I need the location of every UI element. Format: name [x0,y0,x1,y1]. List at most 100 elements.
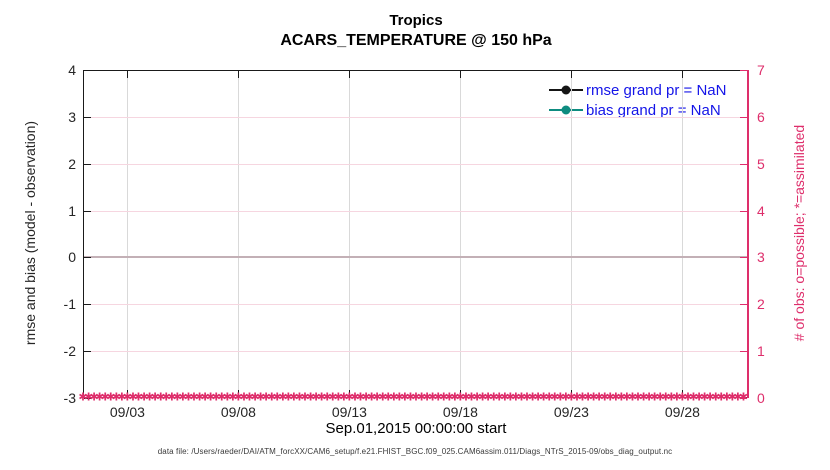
obs-count-marker: ✱ [677,391,687,404]
left-tick [84,398,91,399]
obs-count-marker: ✱ [128,391,138,404]
x-tick-bottom [682,390,684,398]
x-tick-bottom [127,390,129,398]
obs-count-marker: ✱ [405,391,416,404]
y-gridline [84,304,748,306]
obs-count-marker: ✱ [627,391,638,404]
obs-count-marker: ✱ [283,391,293,404]
plot-right-spine [747,70,749,398]
left-tick [84,163,91,165]
left-tick-label: 4 [68,62,76,78]
obs-count-marker: ✱ [527,391,538,404]
chart-title: ACARS_TEMPERATURE @ 150 hPa [280,32,552,49]
right-tick [740,70,747,71]
obs-count-marker: ✱ [106,391,116,404]
right-tick [740,116,747,118]
obs-count-marker: ✱ [78,391,88,404]
obs-count-marker: ✱ [83,391,94,404]
left-tick-label: 3 [68,108,76,125]
x-tick-top [349,71,351,78]
obs-count-marker: ✱ [272,391,282,404]
left-tick-label: 2 [68,155,76,172]
obs-count-marker: ✱ [733,391,743,404]
obs-count-marker: ✱ [150,391,160,404]
obs-count-marker: ✱ [311,391,321,404]
obs-count-marker: ✱ [261,391,271,404]
obs-count-marker: ✱ [161,391,171,404]
obs-count-marker: ✱ [194,391,205,404]
obs-count-marker: ✱ [616,391,626,404]
obs-count-marker: ✱ [466,391,477,404]
chart-subtitle-region: Tropics [389,12,443,29]
obs-count-marker: ✱ [550,391,560,404]
obs-count-marker: ✱ [217,391,227,404]
right-tick [740,163,747,165]
obs-count-marker: ✱ [672,391,682,404]
obs-count-marker: ✱ [300,391,310,404]
x-tick-bottom [460,390,462,398]
obs-count-marker: ✱ [633,391,643,404]
obs-count-marker: ✱ [477,391,488,404]
x-gridline [127,71,129,397]
x-axis-label: Sep.01,2015 00:00:00 start [325,420,507,437]
obs-count-marker: ✱ [666,391,676,404]
x-tick-label: 09/18 [442,404,478,420]
x-tick-label: 09/03 [109,404,145,420]
left-tick-label: 1 [68,202,76,219]
obs-count-marker: ✱ [699,391,710,404]
x-gridline [682,71,684,397]
obs-count-marker: ✱ [355,391,366,404]
obs-count-marker: ✱ [661,391,671,404]
bias-line-sample [549,105,583,115]
obs-count-marker: ✱ [244,391,255,404]
right-tick-label: 4 [757,202,765,219]
obs-count-marker: ✱ [711,391,721,404]
right-tick-label: 5 [757,155,765,172]
obs-count-marker: ✱ [439,391,449,404]
obs-count-marker: ✱ [378,391,388,404]
obs-count-marker: ✱ [89,391,99,404]
left-tick-label: -3 [63,390,76,406]
obs-count-marker: ✱ [533,391,543,404]
obs-count-marker: ✱ [655,391,665,404]
obs-count-marker: ✱ [172,391,182,404]
obs-count-marker: ✱ [738,391,749,404]
obs-count-marker: ✱ [461,391,471,404]
x-gridline [349,71,351,397]
obs-count-marker: ✱ [555,391,565,404]
x-tick-top [682,71,684,78]
plot-top-spine [83,70,749,71]
obs-count-marker: ✱ [344,391,354,404]
x-tick-label: 09/28 [664,404,700,420]
legend-label-bias: bias grand pr = NaN [586,101,721,119]
right-tick-label: 6 [757,108,765,125]
obs-count-marker: ✱ [588,391,599,404]
right-tick-label: 1 [757,343,765,360]
obs-count-marker: ✱ [339,391,349,404]
obs-count-marker: ✱ [561,391,571,404]
obs-count-marker: ✱ [594,391,604,404]
obs-count-marker: ✱ [178,391,188,404]
obs-count-marker: ✱ [255,391,266,404]
obs-count-marker: ✱ [117,391,127,404]
left-tick [84,304,91,306]
obs-count-marker: ✱ [95,391,105,404]
obs-count-marker: ✱ [500,391,510,404]
obs-count-marker: ✱ [600,391,610,404]
x-tick-bottom [349,390,351,398]
obs-count-marker: ✱ [483,391,493,404]
obs-count-marker: ✱ [328,391,338,404]
x-tick-top [460,71,462,78]
right-tick-label: 7 [757,62,765,78]
left-tick [84,70,91,71]
obs-count-marker: ✱ [211,391,221,404]
obs-count-marker: ✱ [494,391,504,404]
plot-left-spine [83,70,84,398]
obs-count-marker: ✱ [183,391,194,404]
right-tick-label: 3 [757,249,765,266]
plot-bottom-spine [83,397,749,398]
obs-count-marker: ✱ [383,391,393,404]
y-gridline [84,163,748,165]
rmse-line-sample [549,85,583,95]
